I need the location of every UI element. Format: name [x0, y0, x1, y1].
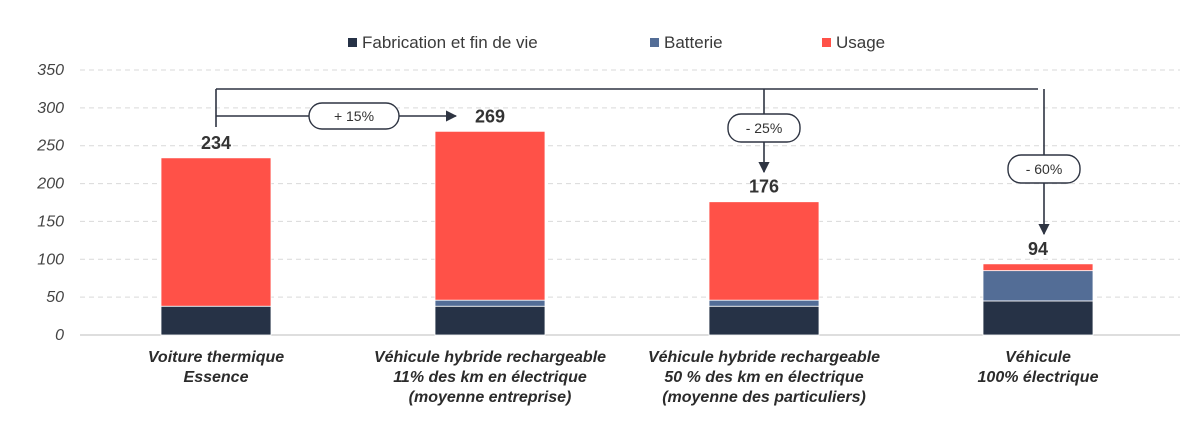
legend-label: Fabrication et fin de vie [362, 33, 538, 52]
change-label: - 25% [746, 120, 783, 136]
y-tick-label: 100 [37, 251, 64, 268]
change-label: - 60% [1026, 161, 1063, 177]
bar-total-label: 94 [1028, 239, 1048, 259]
y-tick-label: 200 [36, 176, 64, 193]
y-tick-label: 250 [36, 138, 64, 155]
change-pill [308, 102, 400, 130]
bar-segment [982, 263, 1094, 272]
legend-swatch [348, 38, 357, 47]
bar-total-label: 176 [749, 177, 779, 197]
category-label: (moyenne des particuliers) [662, 389, 866, 406]
bar-segment [982, 270, 1094, 302]
legend-swatch [650, 38, 659, 47]
bar-segment [708, 299, 820, 307]
bar-segment [434, 305, 546, 336]
bar-total-label: 269 [475, 106, 505, 126]
bar-segment [434, 299, 546, 307]
x-axis: Voiture thermique Essence Véhicule hybride… [148, 349, 1099, 406]
category-label: Essence [184, 369, 249, 386]
category-label: Véhicule hybride rechargeable [374, 349, 606, 366]
bar-segment [434, 130, 546, 301]
legend-swatch [822, 38, 831, 47]
y-tick-label: 300 [37, 100, 64, 117]
category-label: Voiture thermique [148, 349, 284, 366]
bar-segment [982, 300, 1094, 336]
category-label: Véhicule hybride rechargeable [648, 349, 880, 366]
change-pill [1007, 154, 1081, 184]
legend-label: Usage [836, 33, 885, 52]
y-tick-label: 350 [37, 62, 64, 79]
bar-totals: 234 269 176 94 [201, 106, 1048, 258]
y-tick-label: 150 [37, 213, 64, 230]
annotations: + 15% - 25% - 60% [215, 88, 1081, 236]
category-label: 100% électrique [978, 369, 1099, 386]
category-label: 50 % des km en électrique [664, 369, 863, 386]
bar-segment [708, 305, 820, 336]
y-tick-label: 50 [46, 289, 64, 306]
category-label: (moyenne entreprise) [409, 389, 572, 406]
bar-segment [160, 305, 272, 336]
y-tick-label: 0 [55, 327, 64, 344]
category-label: Véhicule [1005, 349, 1071, 366]
bar-segment [160, 157, 272, 307]
category-label: 11% des km en électrique [393, 369, 587, 386]
bars [160, 130, 1094, 336]
bar-segment [708, 201, 820, 301]
change-pill [727, 113, 801, 143]
legend: Fabrication et fin de vie Batterie Usage [348, 33, 885, 52]
change-label: + 15% [334, 108, 374, 124]
legend-label: Batterie [664, 33, 723, 52]
bar-total-label: 234 [201, 133, 231, 153]
